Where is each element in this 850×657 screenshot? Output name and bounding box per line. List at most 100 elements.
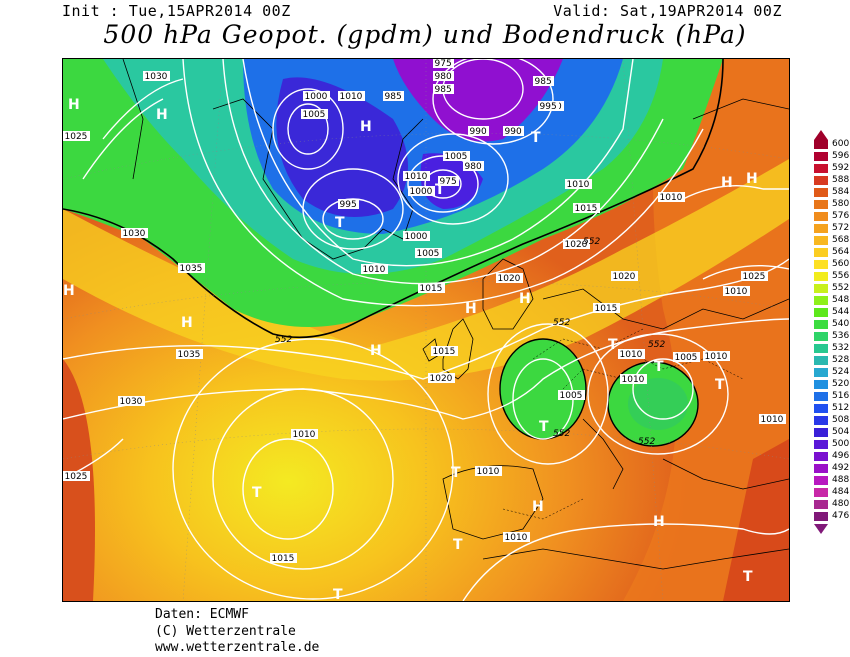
pressure-center-marker: H — [532, 499, 544, 515]
isobar-label: 1005 — [303, 110, 326, 120]
isobar-label-box — [723, 286, 750, 296]
legend-value: 568 — [832, 235, 850, 245]
isobar-label-box — [428, 373, 455, 383]
isobar-label: 1010 — [705, 352, 728, 362]
graticule — [63, 59, 789, 601]
isobar-label: 1010 — [363, 265, 386, 275]
isobar-label: 1010 — [660, 193, 683, 203]
legend-swatch — [814, 344, 828, 353]
isobar-label-box — [759, 414, 786, 424]
legend-swatch — [814, 200, 828, 209]
isobar-label: 1010 — [725, 287, 748, 297]
isobar-label-box — [63, 471, 90, 481]
isobar-label-box — [496, 273, 523, 283]
pressure-center-marker: H — [746, 171, 758, 187]
pressure-center-marker: T — [335, 215, 345, 231]
legend-swatch — [814, 140, 828, 149]
pressure-center-marker: T — [435, 182, 445, 198]
pressure-center-marker: H — [63, 283, 75, 299]
isobar-label-box — [433, 84, 454, 94]
isobar-label-box — [431, 346, 458, 356]
legend-value: 564 — [832, 247, 850, 257]
footer-copyright: (C) Wetterzentrale — [155, 624, 296, 639]
isobar-label-box — [563, 239, 590, 249]
isobar-label-box — [301, 109, 328, 119]
geopotential-labels: 552 552 552 552 552 552 — [275, 237, 665, 447]
isobar-label: 1020 — [613, 272, 636, 282]
isobar-label: 1010 — [567, 180, 590, 190]
isobar-label: 1025 — [65, 472, 88, 482]
isobar-label: 980 — [465, 162, 482, 172]
pressure-center-marker: T — [252, 485, 262, 501]
isobar-label: 985 — [535, 77, 552, 87]
legend-swatch — [814, 272, 828, 281]
isobar-label-box — [383, 91, 404, 101]
legend-swatch — [814, 164, 828, 173]
isobar-label: 990 — [505, 127, 522, 137]
isobar-label: 1035 — [180, 264, 203, 274]
legend-swatch — [814, 212, 828, 221]
isobar-label: 985 — [385, 92, 402, 102]
legend-value: 480 — [832, 499, 850, 509]
isobar-label-box — [303, 91, 330, 101]
isobar-label: 1010 — [477, 467, 500, 477]
isobar-label-box — [270, 553, 297, 563]
geopotential-label: 552 — [553, 429, 570, 439]
legend-swatch — [814, 296, 828, 305]
legend-value: 524 — [832, 367, 850, 377]
legend-value: 516 — [832, 391, 850, 401]
isobar-label: 975 — [435, 59, 452, 69]
weather-map: 975 980 985 985 990 990 1000 1005 1010 1010 1005 10… — [62, 58, 790, 602]
geopotential-label: 552 — [275, 335, 292, 345]
legend-swatch — [814, 488, 828, 497]
isobar-label: 1010 — [340, 92, 363, 102]
footer-data-source: Daten: ECMWF — [155, 607, 249, 622]
pressure-center-marker: T — [743, 569, 753, 585]
pressure-center-marker: T — [539, 419, 549, 435]
legend-swatch — [814, 320, 828, 329]
isobar-label: 1000 — [405, 232, 428, 242]
legend-value: 600 — [832, 139, 850, 149]
pressure-center-marker: H — [68, 97, 80, 113]
isobar-label-box — [468, 126, 489, 136]
isobar-label-box — [433, 59, 454, 68]
isobar-label-box — [121, 228, 148, 238]
isobar-labels: 975 980 985 985 990 990 1000 1005 1010 1010 1005 10… — [63, 59, 786, 564]
legend-swatch — [814, 332, 828, 341]
legend-swatch — [814, 464, 828, 473]
geopotential-label: 552 — [638, 437, 655, 447]
isobar-label-box — [291, 429, 318, 439]
geopotential-label: 552 — [583, 237, 600, 247]
isobar-label: 1030 — [145, 72, 168, 82]
chart-title: 500 hPa Geopot. (gpdm) und Bodendruck (h… — [103, 20, 747, 49]
legend-value: 536 — [832, 331, 850, 341]
legend-swatch — [814, 224, 828, 233]
legend-value: 532 — [832, 343, 850, 353]
legend-value: 580 — [832, 199, 850, 209]
legend-swatch — [814, 284, 828, 293]
isobar-label: 1020 — [498, 274, 521, 284]
legend-value: 596 — [832, 151, 850, 161]
isobar-label-box — [658, 192, 685, 202]
footer-website[interactable]: www.wetterzentrale.de — [155, 640, 320, 655]
isobar-label-box — [703, 351, 730, 361]
isobar-label-box — [533, 76, 554, 86]
isobar-label-box — [361, 264, 388, 274]
isobar-label-box — [118, 396, 145, 406]
isobar-label: 1005 — [675, 353, 698, 363]
legend-value: 476 — [832, 511, 850, 521]
legend-value: 508 — [832, 415, 850, 425]
isobar-label: 1015 — [433, 347, 456, 357]
isobar-label-box — [741, 271, 768, 281]
legend-swatch — [814, 260, 828, 269]
legend-value: 500 — [832, 439, 850, 449]
legend-swatch — [814, 236, 828, 245]
isobar-label-box — [415, 248, 442, 258]
isobar-label-box — [63, 131, 90, 141]
pressure-center-marker: H — [465, 301, 477, 317]
isobar-label: 1010 — [622, 375, 645, 385]
pressure-center-marker: T — [531, 130, 541, 146]
isobar-label-box — [338, 91, 365, 101]
isobar-label: 1005 — [417, 249, 440, 259]
